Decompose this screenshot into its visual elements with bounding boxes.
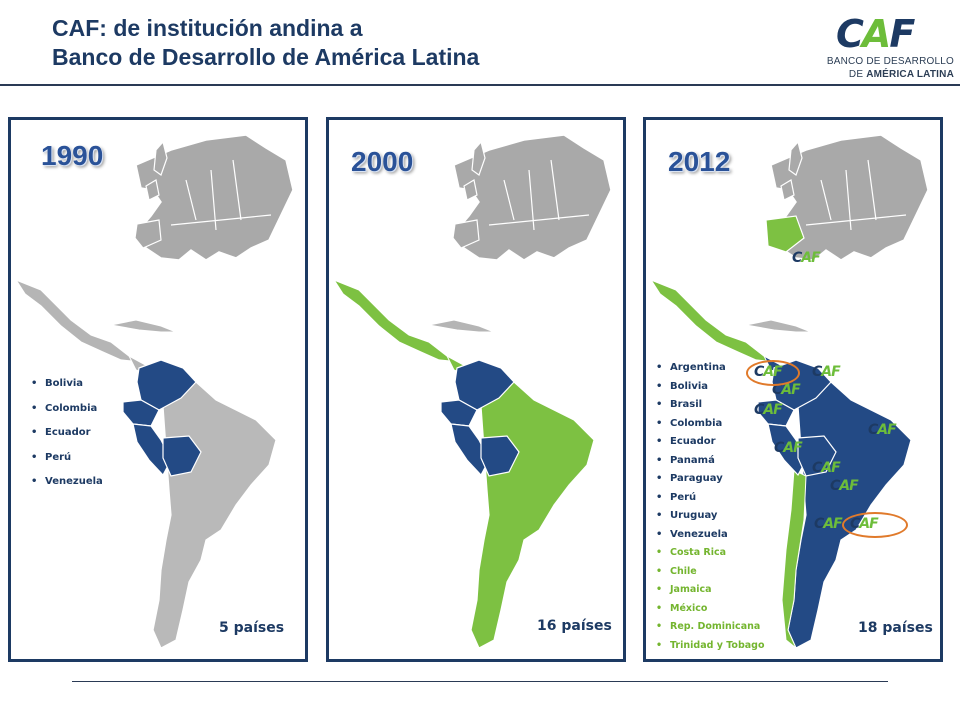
logo-subtitle-2-prefix: DE xyxy=(848,69,867,80)
caf-badge-spain: CAF xyxy=(792,250,821,266)
logo-subtitle-1: BANCO DE DESARROLLO xyxy=(826,56,954,67)
caf-badge-caribbean: CAF xyxy=(812,364,841,380)
latam-map xyxy=(649,278,912,649)
panel-2012: 2012 CAF CAF CAF CAF CAF CAF CAF CAF CAF… xyxy=(643,117,943,662)
country-item: Perú xyxy=(31,452,103,477)
year-label-2012: 2012 xyxy=(668,146,731,177)
year-label-2000: 2000 xyxy=(351,146,414,177)
europe-map xyxy=(765,134,929,261)
caf-logo: CAF BANCO DE DESARROLLO DE AMÉRICA LATIN… xyxy=(820,8,960,84)
latam-map xyxy=(14,278,305,649)
caf-badge-paraguay: CAF xyxy=(830,478,859,494)
panel-1990: 1990 Bolivia Colombia Ecuador Perú Venez… xyxy=(8,117,308,662)
country-item: Panamá xyxy=(656,455,765,474)
country-item: Colombia xyxy=(656,418,765,437)
country-item-associate: Jamaica xyxy=(656,584,765,603)
map-2000 xyxy=(332,134,612,649)
logo-letter-f: F xyxy=(889,12,916,56)
country-list-1990: Bolivia Colombia Ecuador Perú Venezuela xyxy=(31,378,103,501)
logo-letter-a: A xyxy=(861,12,891,56)
latam-map xyxy=(332,278,595,649)
year-label-1990: 1990 xyxy=(41,140,104,171)
caf-badge-bolivia: CAF xyxy=(812,460,841,476)
country-item-associate: Chile xyxy=(656,566,765,585)
country-item-associate: Trinidad y Tobago xyxy=(656,640,765,659)
spain-highlight xyxy=(765,215,805,253)
country-item-associate: Costa Rica xyxy=(656,547,765,566)
caf-logo-mark: CAF xyxy=(836,12,915,56)
country-item: Bolivia xyxy=(31,378,103,403)
country-count-2012: 18 países xyxy=(858,620,933,636)
logo-subtitle-2: DE AMÉRICA LATINA xyxy=(820,69,954,80)
caf-badge-argentina: CAF xyxy=(814,516,843,532)
country-item: Paraguay xyxy=(656,473,765,492)
title-line-1: CAF: de institución andina a xyxy=(52,15,363,41)
country-item: Argentina xyxy=(656,362,765,381)
caf-badge-brasil: CAF xyxy=(868,422,897,438)
panel-2000: 2000 16 países xyxy=(326,117,626,662)
country-item: Perú xyxy=(656,492,765,511)
country-item: Uruguay xyxy=(656,510,765,529)
logo-letter-c: C xyxy=(836,12,864,56)
title-line-2: Banco de Desarrollo de América Latina xyxy=(52,44,480,70)
country-item: Brasil xyxy=(656,399,765,418)
highlight-ring-new xyxy=(842,512,908,538)
country-item: Bolivia xyxy=(656,381,765,400)
country-item: Ecuador xyxy=(31,427,103,452)
caf-badge-peru: CAF xyxy=(774,440,803,456)
country-item: Colombia xyxy=(31,403,103,428)
country-list-2012: Argentina Bolivia Brasil Colombia Ecuado… xyxy=(656,362,765,658)
country-item-associate: Rep. Dominicana xyxy=(656,621,765,640)
logo-subtitle-2-bold: AMÉRICA LATINA xyxy=(866,69,954,80)
europe-map xyxy=(452,134,612,261)
country-count-1990: 5 países xyxy=(219,620,285,636)
map-2012 xyxy=(649,134,929,649)
country-count-2000: 16 países xyxy=(537,618,612,634)
country-item-associate: México xyxy=(656,603,765,622)
country-item: Venezuela xyxy=(31,476,103,501)
map-1990 xyxy=(14,134,305,649)
country-item: Ecuador xyxy=(656,436,765,455)
country-item: Venezuela xyxy=(656,529,765,548)
europe-map xyxy=(134,134,294,261)
page-title: CAF: de institución andina a Banco de De… xyxy=(52,14,479,72)
footer-divider xyxy=(72,681,888,682)
caf-badge-panama: CAF xyxy=(772,382,801,398)
header-divider xyxy=(0,84,960,86)
